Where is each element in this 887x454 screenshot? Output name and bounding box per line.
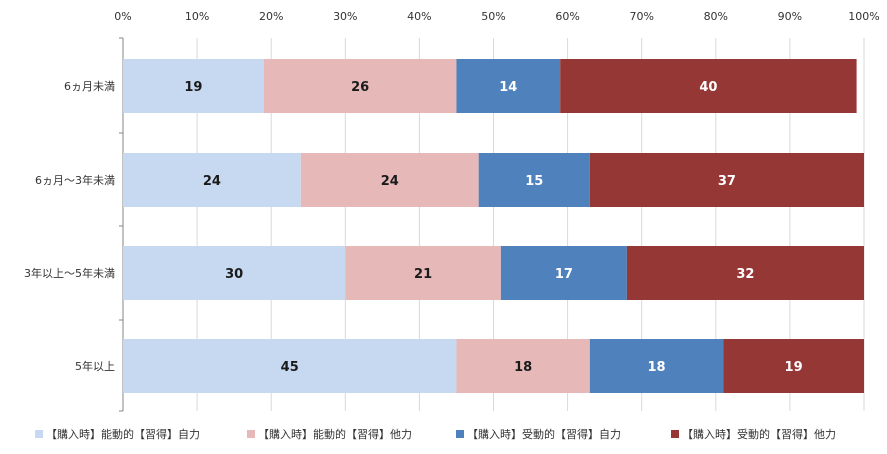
data-label: 21	[414, 267, 432, 282]
x-tick-label: 60%	[555, 10, 579, 23]
x-tick-label: 10%	[185, 10, 209, 23]
bar-segment	[500, 246, 627, 300]
category-label: 5年以上	[75, 359, 115, 373]
data-label: 14	[499, 80, 517, 95]
x-tick-label: 40%	[407, 10, 431, 23]
category-label: 6ヵ月未満	[64, 80, 115, 93]
data-label: 30	[225, 267, 243, 282]
legend-label: 【購入時】能動的【習得】自力	[46, 427, 200, 441]
data-label: 19	[785, 360, 803, 375]
bar-segment	[589, 339, 724, 393]
data-label: 18	[647, 360, 665, 375]
x-tick-label: 0%	[114, 10, 131, 23]
bar-segment	[478, 153, 590, 207]
category-label: 6ヵ月～3年未満	[35, 173, 115, 187]
x-tick-label: 90%	[778, 10, 802, 23]
legend-label: 【購入時】受動的【習得】自力	[467, 427, 621, 441]
bar-segment	[456, 339, 590, 393]
data-label: 37	[718, 174, 736, 189]
legend-label: 【購入時】受動的【習得】他力	[682, 427, 836, 441]
legend-label: 【購入時】能動的【習得】他力	[258, 427, 412, 441]
data-label: 19	[184, 80, 202, 95]
bar-segment	[300, 153, 479, 207]
bar-segment	[123, 153, 301, 207]
x-tick-label: 50%	[481, 10, 505, 23]
legend-swatch	[35, 430, 43, 438]
bar-segment	[723, 339, 864, 393]
bar-segment	[263, 59, 457, 113]
x-tick-label: 30%	[333, 10, 357, 23]
data-label: 24	[203, 174, 221, 189]
x-tick-label: 100%	[848, 10, 879, 23]
category-label: 3年以上～5年未満	[24, 266, 115, 280]
x-tick-label: 20%	[259, 10, 283, 23]
data-label: 26	[351, 80, 369, 95]
bar-segment	[123, 246, 346, 300]
bar-segment	[626, 246, 864, 300]
data-label: 18	[514, 360, 532, 375]
legend-swatch	[456, 430, 464, 438]
x-tick-label: 70%	[629, 10, 653, 23]
data-label: 17	[555, 267, 573, 282]
bar-segment	[589, 153, 864, 207]
data-label: 40	[699, 80, 717, 95]
bar-segment	[560, 59, 857, 113]
legend-swatch	[247, 430, 255, 438]
legend-swatch	[671, 430, 679, 438]
data-label: 45	[281, 360, 299, 375]
x-tick-label: 80%	[704, 10, 728, 23]
data-label: 24	[381, 174, 399, 189]
bar-segment	[123, 59, 264, 113]
data-label: 15	[525, 174, 543, 189]
data-label: 32	[736, 267, 754, 282]
bar-segment	[456, 59, 561, 113]
bar-segment	[345, 246, 501, 300]
bar-segment	[123, 339, 457, 393]
